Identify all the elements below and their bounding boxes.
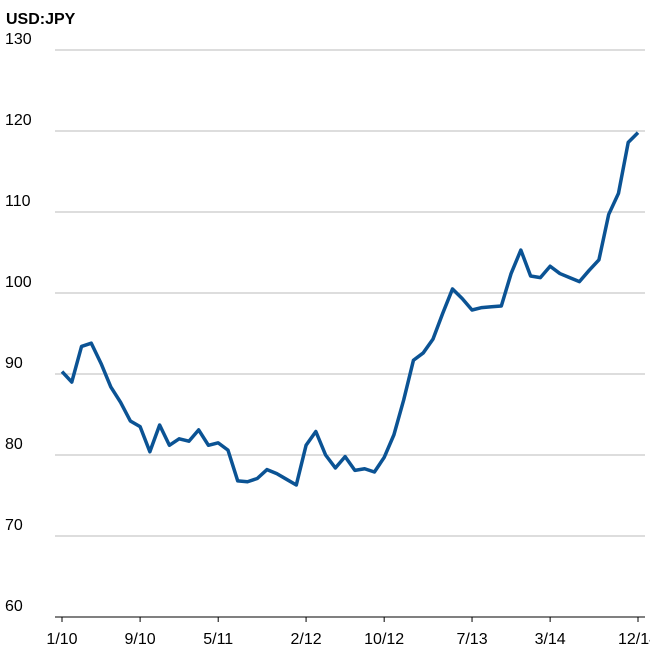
y-tick-label: 60 [5, 598, 23, 615]
y-tick-label: 110 [5, 193, 31, 210]
x-tick-label: 9/10 [125, 631, 156, 648]
chart-title: USD:JPY [6, 11, 76, 28]
y-tick-label: 80 [5, 436, 23, 453]
x-tick-label: 12/14 [618, 631, 650, 648]
x-tick-label: 3/14 [535, 631, 566, 648]
y-tick-label: 120 [5, 112, 32, 129]
x-tick-label: 10/12 [364, 631, 404, 648]
y-tick-label: 90 [5, 355, 23, 372]
x-tick-label: 1/10 [46, 631, 77, 648]
y-tick-label: 130 [5, 31, 32, 48]
x-tick-label: 7/13 [456, 631, 487, 648]
data-line [60, 131, 640, 487]
x-tick-label: 5/11 [203, 631, 233, 648]
x-tick-label: 2/12 [290, 631, 321, 648]
y-tick-label: 100 [5, 274, 32, 291]
y-tick-label: 70 [5, 517, 23, 534]
